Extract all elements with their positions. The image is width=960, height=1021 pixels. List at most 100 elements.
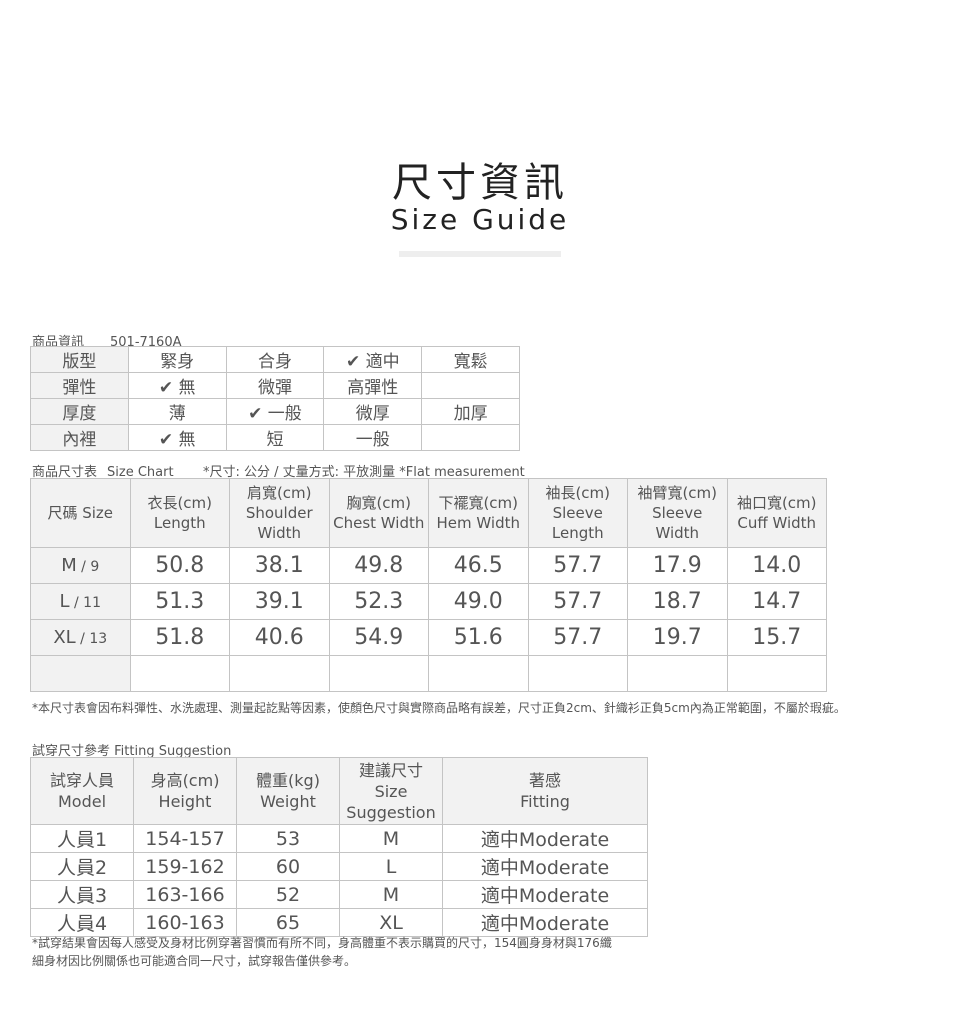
label-en: Size Chart xyxy=(107,465,174,480)
table-row: 內裡 ✔ 無短一般 xyxy=(30,424,520,451)
column-header: 下襬寬(cm) Hem Width xyxy=(428,478,529,548)
value-cell: 19.7 xyxy=(627,619,728,656)
option-cell: 微厚 xyxy=(323,398,423,425)
column-header: 袖長(cm) Sleeve Length xyxy=(527,478,628,548)
column-header: 著感 Fitting xyxy=(442,757,648,825)
value-cell: 57.7 xyxy=(527,547,628,584)
value-cell: 人員1 xyxy=(30,824,134,853)
fitting-table: 試穿人員 Model 身高(cm) Height 體重(kg) Weight 建議尺寸… xyxy=(30,757,648,937)
size-chart-note: *本尺寸表會因布料彈性、水洗處理、測量起訖點等因素，使顏色尺寸與實際商品略有誤差… xyxy=(32,701,846,715)
value-cell: M xyxy=(339,824,443,853)
size-num: 9 xyxy=(90,559,100,575)
empty-row xyxy=(30,655,827,692)
unit-note: *尺寸: 公分 / 丈量方式: 平放測量 *Flat measurement xyxy=(203,465,525,480)
option-cell: ✔ 一般 xyxy=(225,398,325,425)
option-cell: 合身 xyxy=(225,346,325,373)
column-header: 體重(kg) Weight xyxy=(236,757,340,825)
value-cell: 50.8 xyxy=(129,547,230,584)
header-row: 尺碼 Size 衣長(cm) Length 肩寬(cm) Shoulder Widt… xyxy=(30,478,827,548)
value-cell: 57.7 xyxy=(527,619,628,656)
empty-cell xyxy=(627,655,728,692)
column-header: 胸寬(cm) Chest Width xyxy=(328,478,429,548)
table-row: 厚度薄 ✔ 一般 微厚 加厚 xyxy=(30,398,520,425)
header-row: 試穿人員 Model 身高(cm) Height 體重(kg) Weight 建議尺寸… xyxy=(30,757,648,825)
value-cell: 52 xyxy=(236,880,340,909)
row-header: 彈性 xyxy=(30,372,129,399)
value-cell: 51.3 xyxy=(129,583,230,620)
value-cell: 適中Moderate xyxy=(442,880,648,909)
option-cell: 薄 xyxy=(127,398,227,425)
page-title: 尺寸資訊 xyxy=(392,160,568,206)
value-cell: 15.7 xyxy=(726,619,827,656)
table-row: 版型 緊身 合身 ✔ 適中 寬鬆 xyxy=(30,346,520,373)
option-cell: ✔ 適中 xyxy=(323,346,423,373)
value-cell: 163-166 xyxy=(133,880,237,909)
value-cell: 14.0 xyxy=(726,547,827,584)
value-cell: 14.7 xyxy=(726,583,827,620)
value-cell: M xyxy=(339,880,443,909)
value-cell: 適中Moderate xyxy=(442,824,648,853)
row-header: 內裡 xyxy=(30,424,129,451)
value-cell: 人員2 xyxy=(30,852,134,881)
value-cell: 159-162 xyxy=(133,852,237,881)
value-cell: 人員4 xyxy=(30,908,134,937)
column-header: 尺碼 Size xyxy=(30,478,131,548)
size-cell: XL / 13 xyxy=(30,619,131,656)
value-cell: 49.0 xyxy=(428,583,529,620)
size-cell: M / 9 xyxy=(30,547,131,584)
table-row: L / 11 51.3 39.1 52.3 49.0 57.7 18.7 14.7 xyxy=(30,583,827,620)
fitting-label: 試穿尺寸參考 Fitting Suggestion xyxy=(32,744,232,759)
option-cell: 緊身 xyxy=(127,346,227,373)
value-cell: 51.6 xyxy=(428,619,529,656)
option-cell xyxy=(421,424,520,451)
value-cell: 人員3 xyxy=(30,880,134,909)
option-cell: ✔ 無 xyxy=(127,424,227,451)
option-cell: 短 xyxy=(225,424,325,451)
value-cell: 40.6 xyxy=(229,619,330,656)
value-cell: 17.9 xyxy=(627,547,728,584)
table-row: 人員2 159-162 60 L 適中Moderate xyxy=(30,852,648,881)
empty-cell xyxy=(527,655,628,692)
column-header: 袖臂寬(cm) Sleeve Width xyxy=(627,478,728,548)
empty-cell xyxy=(428,655,529,692)
column-header: 建議尺寸 Size Suggestion xyxy=(339,757,443,825)
value-cell: 160-163 xyxy=(133,908,237,937)
title-divider xyxy=(399,251,561,257)
value-cell: 53 xyxy=(236,824,340,853)
table-row: XL / 13 51.8 40.6 54.9 51.6 57.7 19.7 15.7 xyxy=(30,619,827,656)
column-header: 衣長(cm) Length xyxy=(129,478,230,548)
size-name: M xyxy=(61,555,77,576)
product-info-table: 版型 緊身 合身 ✔ 適中 寬鬆 彈性 ✔ 無微彈 高彈性 厚度薄 ✔ 一般 微厚 加厚 內裡 ✔ 無短一… xyxy=(30,346,520,451)
value-cell: 46.5 xyxy=(428,547,529,584)
column-header: 試穿人員 Model xyxy=(30,757,134,825)
size-num: 13 xyxy=(89,631,108,647)
value-cell: 52.3 xyxy=(328,583,429,620)
size-chart-table: 尺碼 Size 衣長(cm) Length 肩寬(cm) Shoulder Widt… xyxy=(30,478,827,692)
value-cell: L xyxy=(339,852,443,881)
size-chart-label: 商品尺寸表 Size Chart xyxy=(32,461,174,480)
value-cell: 18.7 xyxy=(627,583,728,620)
option-cell: 加厚 xyxy=(421,398,520,425)
option-cell xyxy=(421,372,520,399)
empty-cell xyxy=(726,655,827,692)
empty-cell xyxy=(229,655,330,692)
table-row: 人員3 163-166 52 M 適中Moderate xyxy=(30,880,648,909)
column-header: 身高(cm) Height xyxy=(133,757,237,825)
value-cell: 39.1 xyxy=(229,583,330,620)
empty-cell xyxy=(129,655,230,692)
value-cell: 49.8 xyxy=(328,547,429,584)
size-name: L xyxy=(59,591,70,612)
value-cell: 60 xyxy=(236,852,340,881)
column-header: 袖口寬(cm) Cuff Width xyxy=(726,478,827,548)
column-header: 肩寬(cm) Shoulder Width xyxy=(229,478,330,548)
size-cell: L / 11 xyxy=(30,583,131,620)
table-row: 人員4 160-163 65 XL 適中Moderate xyxy=(30,908,648,937)
table-row: 人員1 154-157 53 M 適中Moderate xyxy=(30,824,648,853)
table-row: M / 9 50.8 38.1 49.8 46.5 57.7 17.9 14.0 xyxy=(30,547,827,584)
value-cell: 51.8 xyxy=(129,619,230,656)
option-cell: ✔ 無 xyxy=(127,372,227,399)
value-cell: 54.9 xyxy=(328,619,429,656)
option-cell: 高彈性 xyxy=(323,372,423,399)
page-subtitle: Size Guide xyxy=(390,203,570,236)
